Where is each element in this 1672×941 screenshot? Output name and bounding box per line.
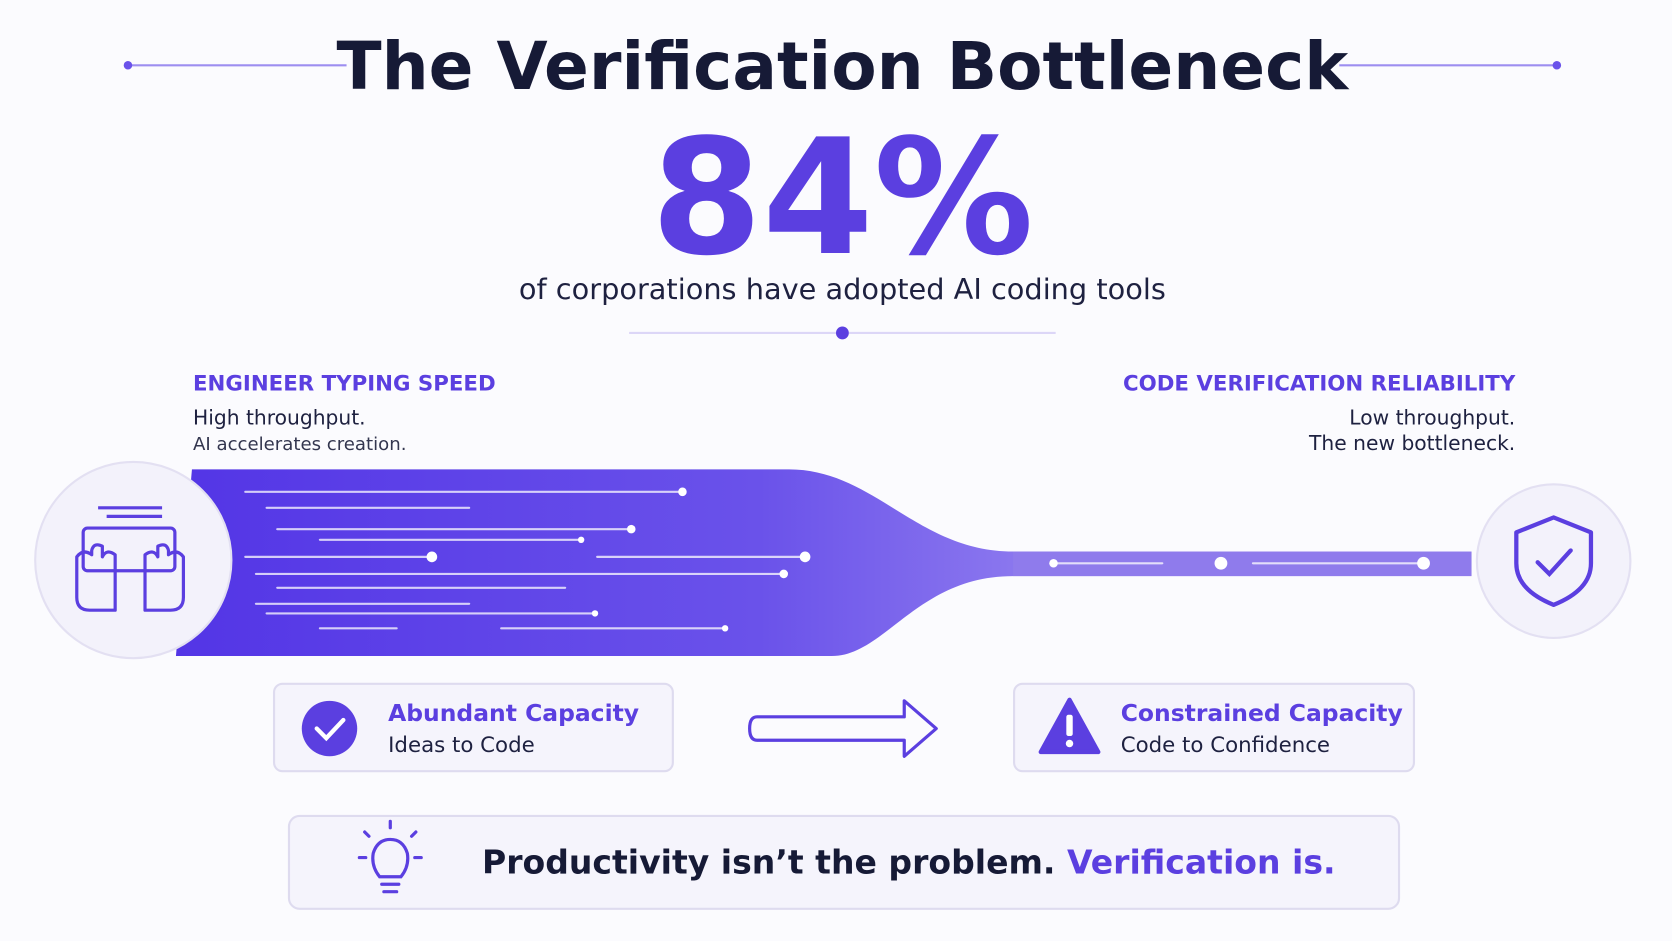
speed-dots xyxy=(426,487,1430,632)
bulb-icon xyxy=(357,819,423,894)
shield-check xyxy=(1535,548,1573,578)
deco-dot xyxy=(1552,61,1562,70)
card xyxy=(272,682,674,773)
deco-dot xyxy=(123,61,133,70)
footer-statement: Productivity isn’t the problem. xyxy=(482,843,1056,882)
warning-dot xyxy=(1065,739,1074,748)
card-title: Constrained Capacity xyxy=(1121,699,1403,727)
stat-caption: of corporations have adopted AI coding t… xyxy=(519,272,1166,306)
card-subtitle: Code to Confidence xyxy=(1121,733,1330,758)
left-line: High throughput. xyxy=(193,406,366,430)
left-title: ENGINEER TYPING SPEED xyxy=(193,372,496,397)
keyboard-icon xyxy=(75,506,186,612)
footer-text: Productivity isn’t the problem. Verifica… xyxy=(482,843,1336,882)
warning-mark xyxy=(1066,714,1073,737)
speed-lines xyxy=(244,490,1425,630)
footer-box xyxy=(287,814,1401,910)
stat-value: 84% xyxy=(651,105,1034,291)
funnel xyxy=(175,469,1472,657)
check-mark xyxy=(314,717,346,742)
keyboard-badge xyxy=(34,460,233,660)
title: The Verification Bottleneck xyxy=(336,28,1350,105)
card xyxy=(1013,682,1416,773)
right-line: The new bottleneck. xyxy=(1308,431,1515,455)
right-title: CODE VERIFICATION RELIABILITY xyxy=(1123,372,1516,397)
flow-arrow xyxy=(748,699,938,758)
left-line: AI accelerates creation. xyxy=(193,434,406,455)
footer-highlight: Verification is. xyxy=(1067,843,1336,882)
shield-badge xyxy=(1475,483,1632,639)
right-line: Low throughput. xyxy=(1349,406,1515,430)
card-subtitle: Ideas to Code xyxy=(388,733,535,758)
check-icon xyxy=(301,700,358,757)
divider-dot xyxy=(836,326,849,340)
card-title: Abundant Capacity xyxy=(388,699,639,727)
shield-icon xyxy=(1514,515,1594,607)
